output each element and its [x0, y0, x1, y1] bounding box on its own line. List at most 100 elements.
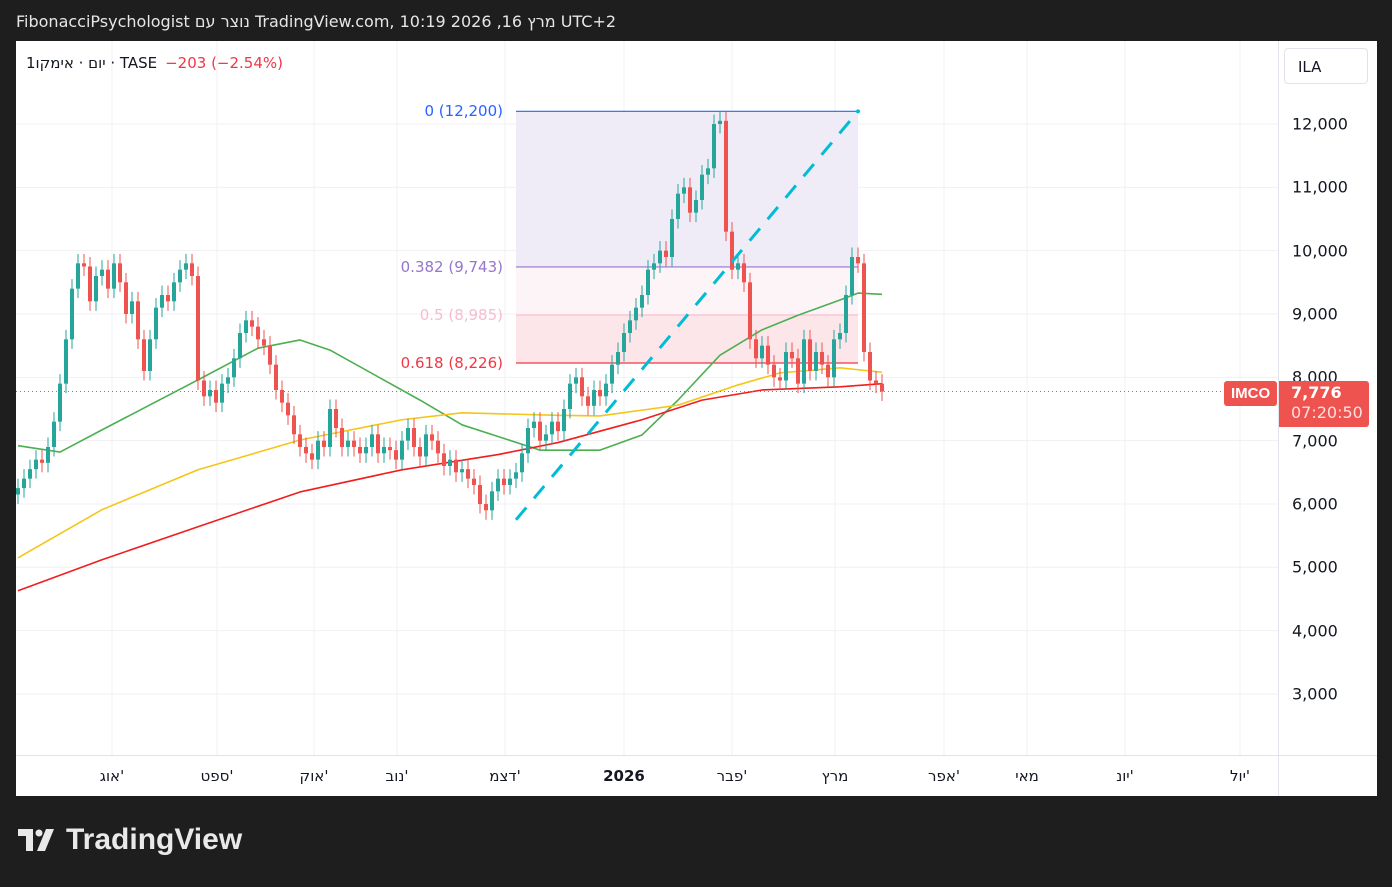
candle-body [364, 446, 368, 454]
candle-body [472, 478, 476, 485]
candle-body [166, 294, 170, 302]
candle-body [832, 339, 836, 378]
candle-body [868, 351, 872, 381]
candle-body [778, 377, 782, 381]
candle-body [82, 263, 86, 267]
last-price: 7,776 [1291, 383, 1342, 402]
candle-body [460, 469, 464, 473]
time-tick: מאי [1015, 767, 1039, 785]
candle-body [148, 339, 152, 371]
candle-body [838, 332, 842, 340]
time-tick: נוב' [385, 767, 409, 785]
candle-body [310, 453, 314, 460]
candle-body [730, 231, 734, 270]
candle-body [802, 339, 806, 384]
logo-text: TradingView [66, 823, 243, 856]
fib-zone [516, 314, 858, 364]
candle-body [478, 484, 482, 504]
symbol-tag: IMCO [1224, 381, 1278, 406]
candle-body [670, 218, 674, 257]
price-tick: 4,000 [1292, 621, 1338, 641]
candle-body [202, 380, 206, 397]
candle-body [316, 440, 320, 460]
candle-body [58, 383, 62, 422]
tradingview-logo: TradingView [18, 823, 242, 857]
candle-body [46, 446, 50, 463]
fib-level-label: 0.382 (9,743) [400, 257, 503, 276]
time-tick: 2026 [603, 767, 645, 785]
time-tick: ספט' [200, 767, 234, 785]
time-tick: פבר' [716, 767, 748, 785]
candle-body [814, 351, 818, 371]
time-tick: אוק' [299, 767, 329, 785]
time-tick: אוג' [99, 767, 125, 785]
candle-body [52, 421, 56, 447]
candle-body [784, 351, 788, 381]
candle-body [496, 478, 500, 492]
candle-body [850, 256, 854, 295]
candle-body [628, 320, 632, 333]
candle-body [790, 351, 794, 359]
candle-body [388, 446, 392, 451]
candle-body [532, 421, 536, 428]
price-change: −203 (−2.54%) [165, 54, 283, 72]
candle-body [430, 434, 434, 441]
candle-body [454, 459, 458, 473]
time-tick: יול' [1229, 767, 1251, 785]
candle-body [304, 446, 308, 454]
symbol-info[interactable]: 1יום · אימקו · TASE [26, 54, 158, 72]
candle-body [244, 320, 248, 333]
time-tick: דצמ' [489, 767, 521, 785]
candle-body [100, 269, 104, 276]
candle-body [340, 427, 344, 447]
candle-body [172, 282, 176, 302]
candle-body [382, 446, 386, 454]
candle-body [748, 282, 752, 340]
candle-body [250, 320, 254, 327]
candle-body [640, 294, 644, 308]
candle-body [346, 440, 350, 447]
time-tick: יונ' [1116, 767, 1134, 785]
chart-panel[interactable]: 1יום · אימקו · TASE −203 (−2.54%) ILA 12,… [16, 41, 1377, 796]
candle-body [292, 415, 296, 435]
candle-body [124, 282, 128, 314]
candle-body [238, 332, 242, 359]
candle-body [196, 275, 200, 381]
candle-body [160, 294, 164, 308]
candle-body [826, 364, 830, 378]
candle-body [130, 301, 134, 314]
price-chart[interactable] [16, 41, 1377, 796]
candle-body [592, 389, 596, 406]
candle-body [568, 383, 572, 409]
price-tick: 6,000 [1292, 494, 1338, 514]
candle-body [232, 358, 236, 378]
candle-body [190, 263, 194, 276]
candle-body [682, 187, 686, 194]
price-tick: 12,000 [1292, 114, 1348, 134]
candle-body [184, 263, 188, 270]
candle-body [328, 408, 332, 447]
candle-body [526, 427, 530, 454]
candle-body [622, 332, 626, 352]
candle-body [520, 453, 524, 473]
candle-body [664, 250, 668, 257]
candle-body [700, 174, 704, 200]
candle-body [70, 288, 74, 340]
candle-body [442, 453, 446, 466]
candle-body [766, 345, 770, 365]
candle-body [352, 440, 356, 447]
candle-body [154, 307, 158, 340]
candle-body [376, 434, 380, 454]
price-tick: 7,000 [1292, 431, 1338, 451]
currency-button[interactable]: ILA [1284, 48, 1368, 84]
candle-body [280, 389, 284, 403]
candle-body [604, 383, 608, 397]
candle-body [94, 275, 98, 302]
candle-body [40, 459, 44, 463]
candle-body [754, 339, 758, 359]
candle-body [178, 269, 182, 283]
candle-body [718, 120, 722, 124]
candle-body [436, 440, 440, 454]
candle-body [514, 472, 518, 479]
candle-body [772, 364, 776, 378]
